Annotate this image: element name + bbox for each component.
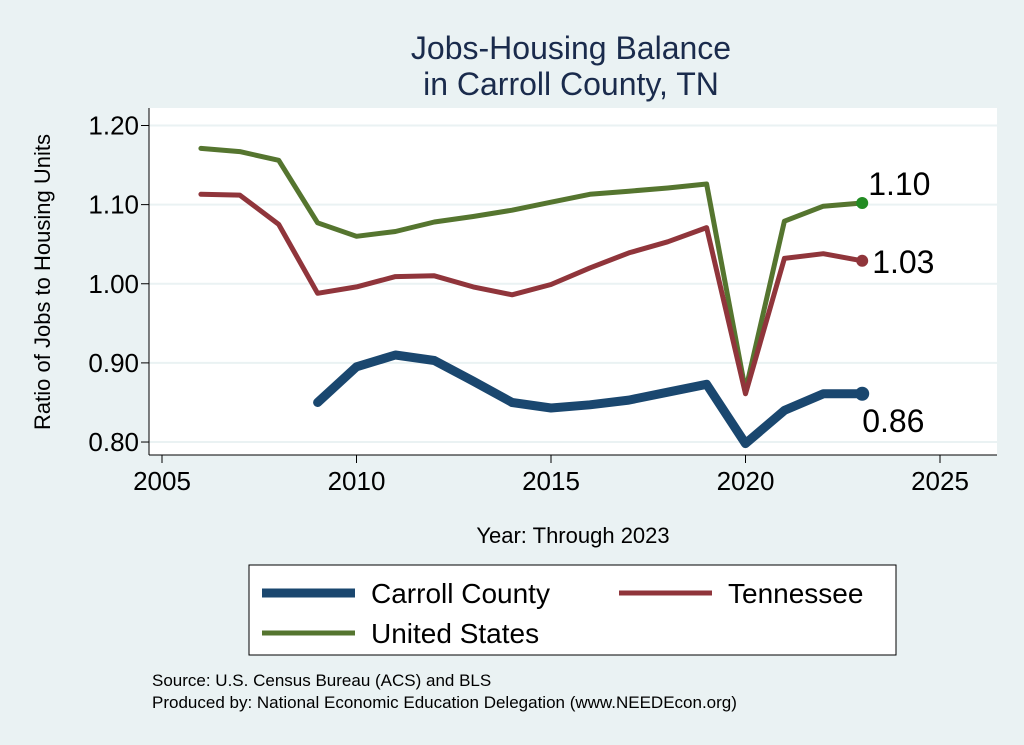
series-line-carroll-county xyxy=(313,350,867,449)
end-label-united-states: 1.10 xyxy=(868,166,930,202)
series-end-labels: 1.10 1.03 0.86 xyxy=(862,166,934,439)
series-line-tennessee xyxy=(198,191,865,397)
y-ticks: 0.80 0.90 1.00 1.10 1.20 xyxy=(88,110,149,457)
end-marker-tennessee xyxy=(856,254,869,267)
chart-title-line-2: in Carroll County, TN xyxy=(423,66,719,102)
series-lines xyxy=(198,145,867,449)
end-label-tennessee: 1.03 xyxy=(872,244,934,280)
x-tick-label-2015: 2015 xyxy=(522,466,580,496)
y-tick-label-1.10: 1.10 xyxy=(88,190,139,220)
series-end-markers xyxy=(855,197,870,401)
end-marker-carroll-county xyxy=(855,386,870,401)
gridlines xyxy=(149,124,997,444)
y-tick-label-1.00: 1.00 xyxy=(88,269,139,299)
end-label-carroll-county: 0.86 xyxy=(862,403,924,439)
x-ticks: 2005 2010 2015 2020 2025 xyxy=(133,455,969,496)
legend-box xyxy=(248,564,897,656)
y-tick-label-0.90: 0.90 xyxy=(88,348,139,378)
legend-label-carroll-county: Carroll County xyxy=(371,578,550,609)
end-marker-united-states xyxy=(856,197,869,210)
legend-label-tennessee: Tennessee xyxy=(728,578,863,609)
y-axis-label: Ratio of Jobs to Housing Units xyxy=(30,134,55,430)
y-tick-label-0.80: 0.80 xyxy=(88,427,139,457)
chart-title-line-1: Jobs-Housing Balance xyxy=(411,30,731,66)
x-tick-label-2010: 2010 xyxy=(328,466,386,496)
x-tick-label-2025: 2025 xyxy=(911,466,969,496)
source-note: Source: U.S. Census Bureau (ACS) and BLS xyxy=(152,671,491,690)
x-axis-label: Year: Through 2023 xyxy=(476,523,669,548)
x-tick-label-2020: 2020 xyxy=(717,466,775,496)
legend-label-united-states: United States xyxy=(371,618,539,649)
producer-note: Produced by: National Economic Education… xyxy=(152,693,737,712)
y-tick-label-1.20: 1.20 xyxy=(88,110,139,140)
x-tick-label-2005: 2005 xyxy=(133,466,191,496)
